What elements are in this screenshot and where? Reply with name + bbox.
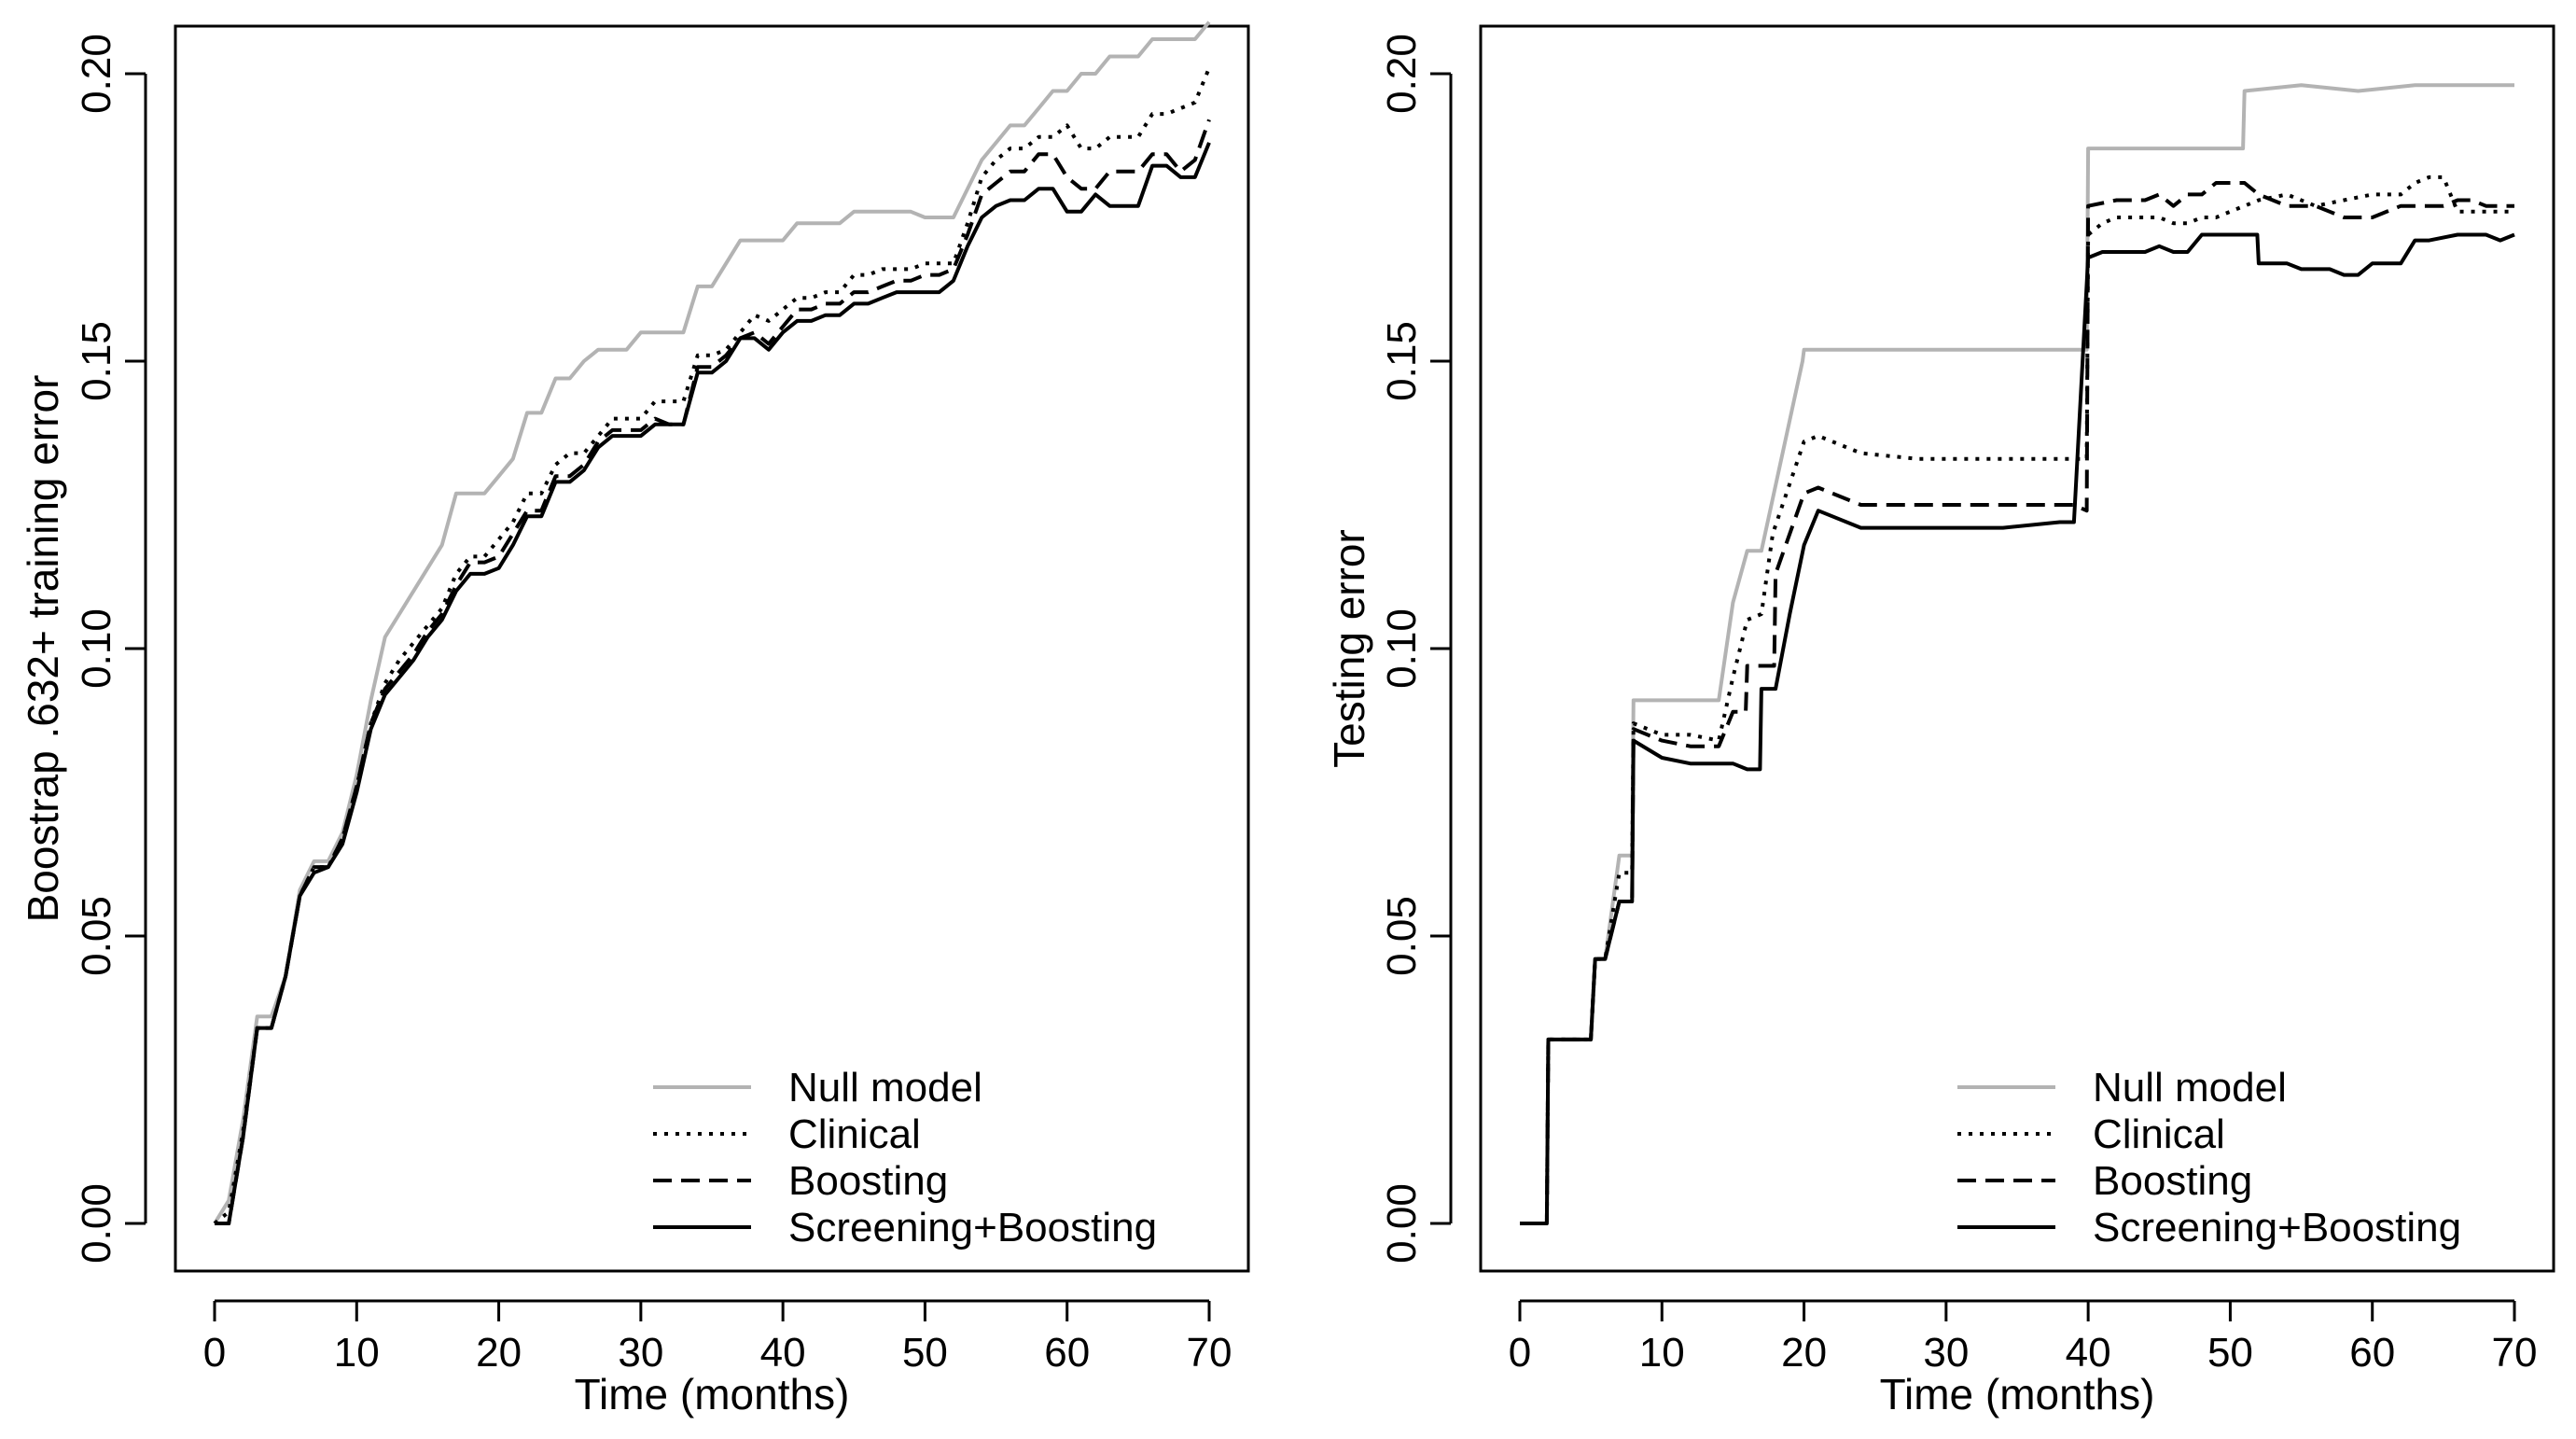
x-tick-label: 0 — [1509, 1330, 1531, 1376]
x-tick-label: 50 — [2207, 1330, 2253, 1376]
x-tick-label: 0 — [203, 1330, 226, 1376]
panel-training-error: 0 10 20 30 40 50 60 70 0.00 0.05 0.10 0.15 0.20 Time … — [19, 21, 1250, 1418]
legend-label: Screening+Boosting — [788, 1205, 1157, 1250]
y-tick-label: 0.10 — [74, 608, 119, 689]
y-tick-label: 0.05 — [1379, 896, 1425, 976]
x-tick-label: 30 — [1923, 1330, 1969, 1376]
y-tick-label: 0.20 — [1379, 34, 1425, 114]
legend-label: Clinical — [2093, 1111, 2225, 1157]
y-axis-title: Boostrap .632+ training error — [19, 375, 67, 923]
x-tick-label: 10 — [1639, 1330, 1685, 1376]
y-tick-label: 0.05 — [74, 896, 119, 976]
x-tick-label: 30 — [618, 1330, 663, 1376]
x-axis-title: Time (months) — [575, 1370, 850, 1418]
series-line-screening-boosting — [1520, 232, 2515, 1225]
legend: Null modelClinicalBoostingScreening+Boos… — [1957, 1065, 2461, 1250]
y-tick-label: 0.20 — [74, 34, 119, 114]
x-tick-label: 20 — [476, 1330, 522, 1376]
plot-frame — [174, 24, 1250, 1273]
y-tick-label: 0.15 — [74, 321, 119, 401]
x-tick-label: 60 — [1044, 1330, 1090, 1376]
series-line-null-model — [213, 21, 1211, 1225]
x-tick-label: 10 — [334, 1330, 380, 1376]
x-tick-label: 20 — [1781, 1330, 1827, 1376]
x-tick-label: 60 — [2349, 1330, 2395, 1376]
panel-testing-error: 0 10 20 30 40 50 60 70 0.00 0.05 0.10 0.15 0.20 Time … — [1325, 24, 2555, 1418]
legend-label: Boosting — [788, 1158, 948, 1204]
y-tick-label: 0.00 — [1379, 1183, 1425, 1264]
plot-frame — [1479, 24, 2555, 1273]
series-line-clinical — [213, 67, 1211, 1225]
legend-label: Clinical — [788, 1111, 921, 1157]
x-tick-label: 70 — [1187, 1330, 1232, 1376]
y-tick-label: 0.00 — [74, 1183, 119, 1264]
legend: Null modelClinicalBoostingScreening+Boos… — [653, 1065, 1157, 1250]
series-line-null-model — [1520, 83, 2514, 1225]
legend-label: Null model — [2093, 1065, 2287, 1111]
series-line-boosting — [215, 119, 1211, 1225]
legend-label: Boosting — [2093, 1158, 2252, 1204]
legend-label: Null model — [788, 1065, 982, 1111]
y-tick-label: 0.10 — [1379, 608, 1425, 689]
x-axis-title: Time (months) — [1880, 1370, 2155, 1418]
y-axis-title: Testing error — [1325, 529, 1373, 768]
x-tick-label: 40 — [2066, 1330, 2111, 1376]
legend-label: Screening+Boosting — [2093, 1205, 2461, 1250]
x-tick-label: 50 — [902, 1330, 948, 1376]
x-tick-label: 40 — [760, 1330, 806, 1376]
series-line-screening-boosting — [215, 142, 1211, 1225]
series-line-boosting — [1520, 181, 2514, 1225]
y-tick-label: 0.15 — [1379, 321, 1425, 401]
x-tick-label: 70 — [2492, 1330, 2538, 1376]
